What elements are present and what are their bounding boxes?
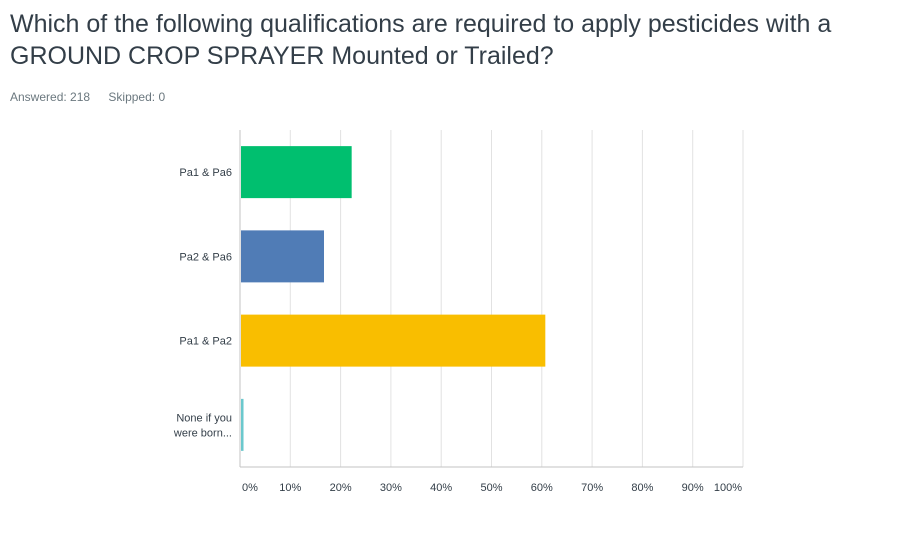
bar (241, 398, 244, 451)
bar (241, 230, 324, 283)
answered-count: Answered: 218 (10, 90, 91, 104)
x-tick-label: 40% (430, 482, 452, 494)
response-stats: Answered: 218 Skipped: 0 (10, 90, 180, 104)
x-tick-label: 70% (581, 482, 603, 494)
x-tick-label: 90% (682, 482, 704, 494)
x-tick-label: 80% (631, 482, 653, 494)
bar (241, 314, 546, 367)
x-tick-label: 10% (279, 482, 301, 494)
x-tick-label: 0% (242, 482, 258, 494)
category-label: None if you (176, 412, 232, 424)
x-tick-label: 100% (714, 482, 742, 494)
x-axis-ticks: 0% 10% 20% 30% 40% 50% 60% 70% 80% 90% 100% (242, 482, 742, 494)
bar (241, 146, 352, 199)
question-title: Which of the following qualifications ar… (10, 10, 832, 70)
category-labels: Pa1 & Pa6 Pa2 & Pa6 Pa1 & Pa2 None if you we… (173, 167, 232, 439)
x-tick-label: 20% (330, 482, 352, 494)
x-tick-label: 60% (531, 482, 553, 494)
x-tick-label: 30% (380, 482, 402, 494)
skipped-count: Skipped: 0 (108, 90, 166, 104)
category-label: were born... (173, 427, 232, 439)
category-label: Pa1 & Pa2 (179, 336, 232, 348)
x-tick-label: 50% (480, 482, 502, 494)
bars (241, 146, 546, 451)
category-label: Pa1 & Pa6 (179, 167, 232, 179)
gridlines (239, 130, 744, 468)
category-label: Pa2 & Pa6 (179, 251, 232, 263)
